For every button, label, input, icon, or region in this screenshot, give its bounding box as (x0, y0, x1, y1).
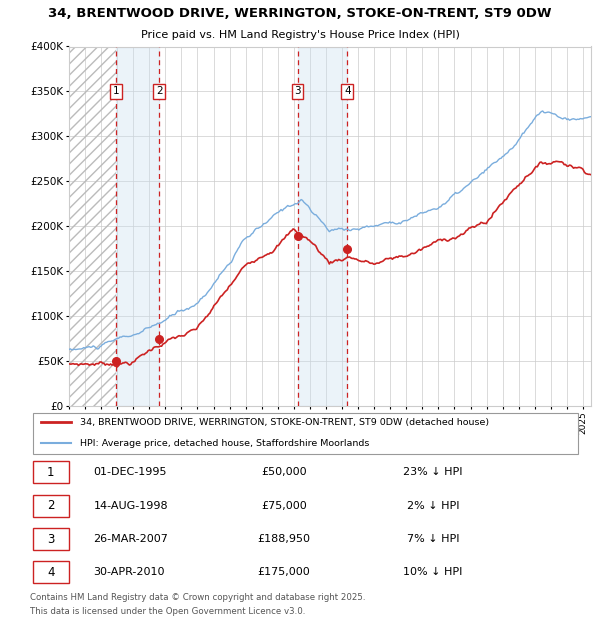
Text: This data is licensed under the Open Government Licence v3.0.: This data is licensed under the Open Gov… (30, 607, 305, 616)
Text: 2: 2 (156, 86, 163, 97)
Text: £50,000: £50,000 (261, 467, 307, 477)
Text: 3: 3 (294, 86, 301, 97)
Text: 7% ↓ HPI: 7% ↓ HPI (407, 534, 459, 544)
FancyBboxPatch shape (33, 528, 68, 550)
Text: 14-AUG-1998: 14-AUG-1998 (94, 501, 168, 511)
Text: 2% ↓ HPI: 2% ↓ HPI (407, 501, 459, 511)
Text: 10% ↓ HPI: 10% ↓ HPI (403, 567, 463, 577)
Text: 01-DEC-1995: 01-DEC-1995 (94, 467, 167, 477)
Text: 1: 1 (47, 466, 55, 479)
Text: £75,000: £75,000 (261, 501, 307, 511)
Bar (116, 46, 159, 406)
FancyBboxPatch shape (33, 461, 68, 484)
Text: 3: 3 (47, 533, 55, 546)
FancyBboxPatch shape (33, 495, 68, 516)
Text: Contains HM Land Registry data © Crown copyright and database right 2025.: Contains HM Land Registry data © Crown c… (30, 593, 365, 602)
Bar (298, 46, 347, 406)
Bar (69, 46, 116, 406)
Text: 1: 1 (113, 86, 119, 97)
Text: 26-MAR-2007: 26-MAR-2007 (94, 534, 169, 544)
FancyBboxPatch shape (33, 561, 68, 583)
Text: £175,000: £175,000 (257, 567, 310, 577)
Text: 4: 4 (344, 86, 350, 97)
Text: 23% ↓ HPI: 23% ↓ HPI (403, 467, 463, 477)
Text: Price paid vs. HM Land Registry's House Price Index (HPI): Price paid vs. HM Land Registry's House … (140, 30, 460, 40)
Text: HPI: Average price, detached house, Staffordshire Moorlands: HPI: Average price, detached house, Staf… (80, 439, 369, 448)
Text: 30-APR-2010: 30-APR-2010 (94, 567, 165, 577)
Text: 4: 4 (47, 566, 55, 579)
Text: 34, BRENTWOOD DRIVE, WERRINGTON, STOKE-ON-TRENT, ST9 0DW (detached house): 34, BRENTWOOD DRIVE, WERRINGTON, STOKE-O… (80, 418, 489, 427)
Text: 34, BRENTWOOD DRIVE, WERRINGTON, STOKE-ON-TRENT, ST9 0DW: 34, BRENTWOOD DRIVE, WERRINGTON, STOKE-O… (48, 7, 552, 20)
FancyBboxPatch shape (33, 413, 578, 454)
Text: £188,950: £188,950 (257, 534, 310, 544)
Text: 2: 2 (47, 499, 55, 512)
